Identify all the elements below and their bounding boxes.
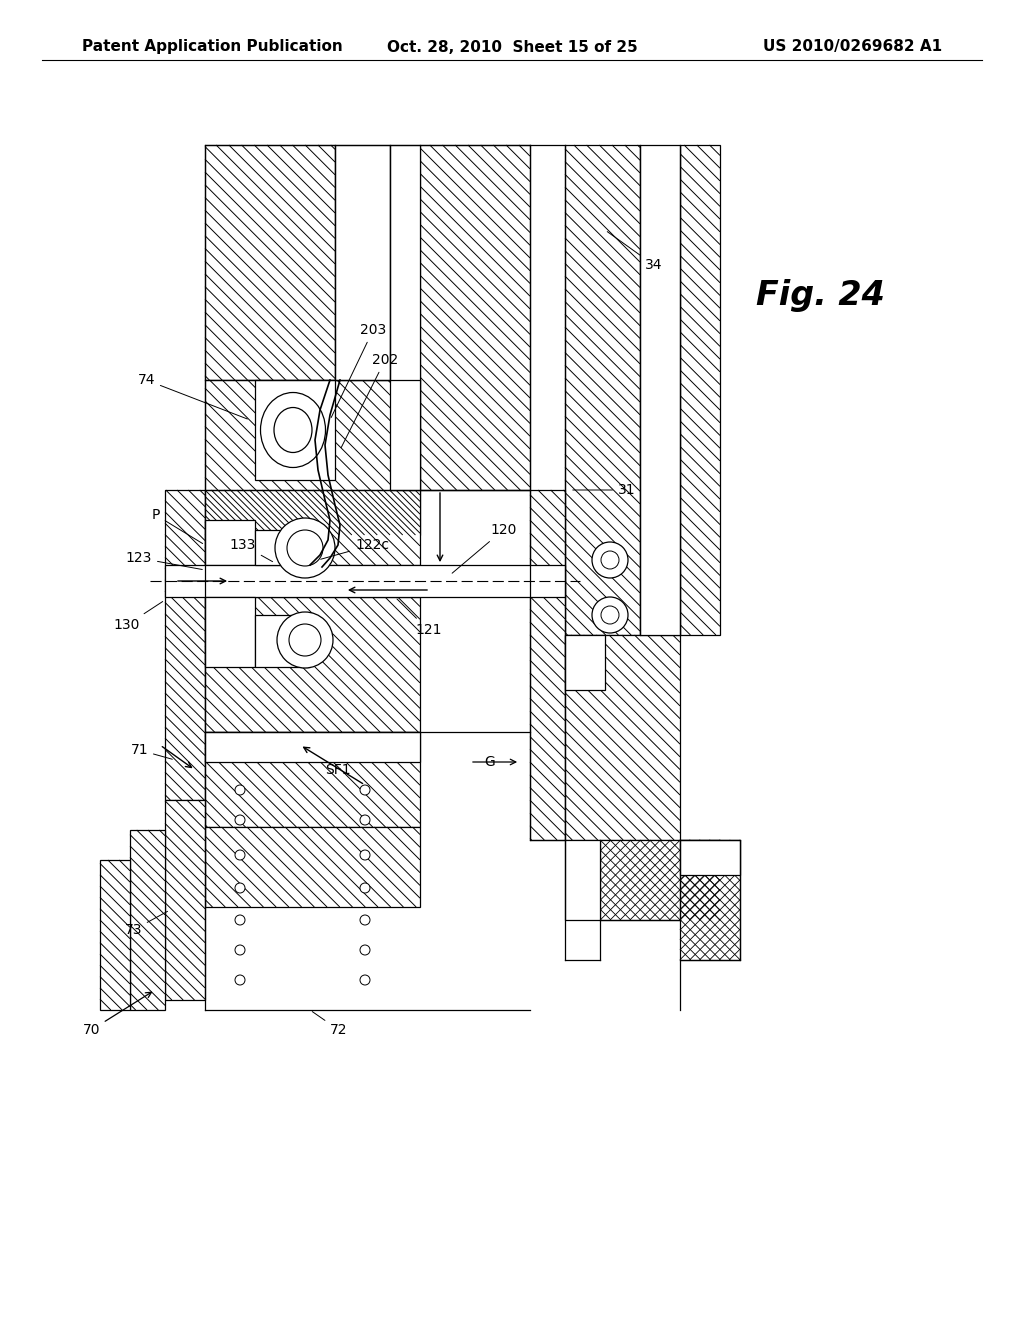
- Ellipse shape: [260, 392, 326, 467]
- Text: P: P: [152, 508, 203, 544]
- Bar: [255, 531, 285, 565]
- Text: SF1: SF1: [325, 763, 350, 777]
- Circle shape: [234, 945, 245, 954]
- Text: 133: 133: [229, 539, 272, 561]
- Circle shape: [234, 785, 245, 795]
- Bar: [565, 635, 605, 690]
- Bar: [255, 615, 310, 667]
- Text: Fig. 24: Fig. 24: [756, 279, 885, 312]
- Bar: [640, 145, 680, 635]
- Bar: [205, 490, 420, 565]
- Text: 130: 130: [114, 602, 163, 632]
- Text: Oct. 28, 2010  Sheet 15 of 25: Oct. 28, 2010 Sheet 15 of 25: [387, 40, 637, 54]
- Circle shape: [287, 531, 323, 566]
- Bar: [600, 840, 720, 920]
- Circle shape: [275, 517, 335, 578]
- Text: 203: 203: [331, 323, 386, 417]
- Ellipse shape: [274, 408, 312, 453]
- Circle shape: [360, 883, 370, 894]
- Bar: [680, 145, 720, 635]
- Circle shape: [360, 945, 370, 954]
- Text: 71: 71: [130, 743, 172, 759]
- Circle shape: [601, 606, 618, 624]
- Bar: [680, 840, 740, 960]
- Bar: [420, 145, 530, 490]
- Bar: [165, 800, 205, 1001]
- Bar: [205, 828, 420, 907]
- Bar: [100, 861, 130, 1010]
- Text: 72: 72: [312, 1011, 347, 1038]
- Bar: [680, 840, 740, 875]
- Text: 123: 123: [126, 550, 203, 569]
- Bar: [255, 380, 335, 480]
- Text: 31: 31: [572, 483, 636, 498]
- Text: 74: 74: [137, 374, 248, 418]
- Bar: [205, 733, 420, 762]
- Bar: [205, 597, 255, 667]
- Circle shape: [601, 550, 618, 569]
- Bar: [205, 597, 420, 733]
- Circle shape: [360, 975, 370, 985]
- Text: 70: 70: [83, 993, 152, 1038]
- Text: 120: 120: [453, 523, 516, 573]
- Bar: [165, 565, 565, 597]
- Circle shape: [278, 612, 333, 668]
- Circle shape: [234, 975, 245, 985]
- Bar: [205, 145, 335, 380]
- Text: G: G: [484, 755, 496, 770]
- Circle shape: [360, 915, 370, 925]
- Bar: [165, 490, 205, 800]
- Bar: [565, 145, 640, 635]
- Text: 121: 121: [397, 599, 441, 638]
- Circle shape: [234, 915, 245, 925]
- Bar: [205, 520, 255, 565]
- Bar: [205, 380, 420, 535]
- Circle shape: [592, 597, 628, 634]
- Circle shape: [234, 814, 245, 825]
- Bar: [390, 145, 420, 490]
- Circle shape: [592, 543, 628, 578]
- Bar: [530, 490, 565, 840]
- Circle shape: [360, 850, 370, 861]
- Bar: [130, 830, 165, 1010]
- Circle shape: [360, 814, 370, 825]
- Text: US 2010/0269682 A1: US 2010/0269682 A1: [763, 40, 942, 54]
- Text: 73: 73: [125, 911, 168, 937]
- Circle shape: [289, 624, 321, 656]
- Text: Patent Application Publication: Patent Application Publication: [82, 40, 343, 54]
- Bar: [335, 145, 390, 380]
- Circle shape: [234, 883, 245, 894]
- Bar: [205, 733, 420, 828]
- Text: 34: 34: [607, 231, 663, 272]
- Text: 202: 202: [341, 352, 398, 447]
- Text: 122c: 122c: [321, 539, 389, 560]
- Circle shape: [360, 785, 370, 795]
- Circle shape: [234, 850, 245, 861]
- Bar: [565, 635, 680, 840]
- Bar: [565, 840, 600, 920]
